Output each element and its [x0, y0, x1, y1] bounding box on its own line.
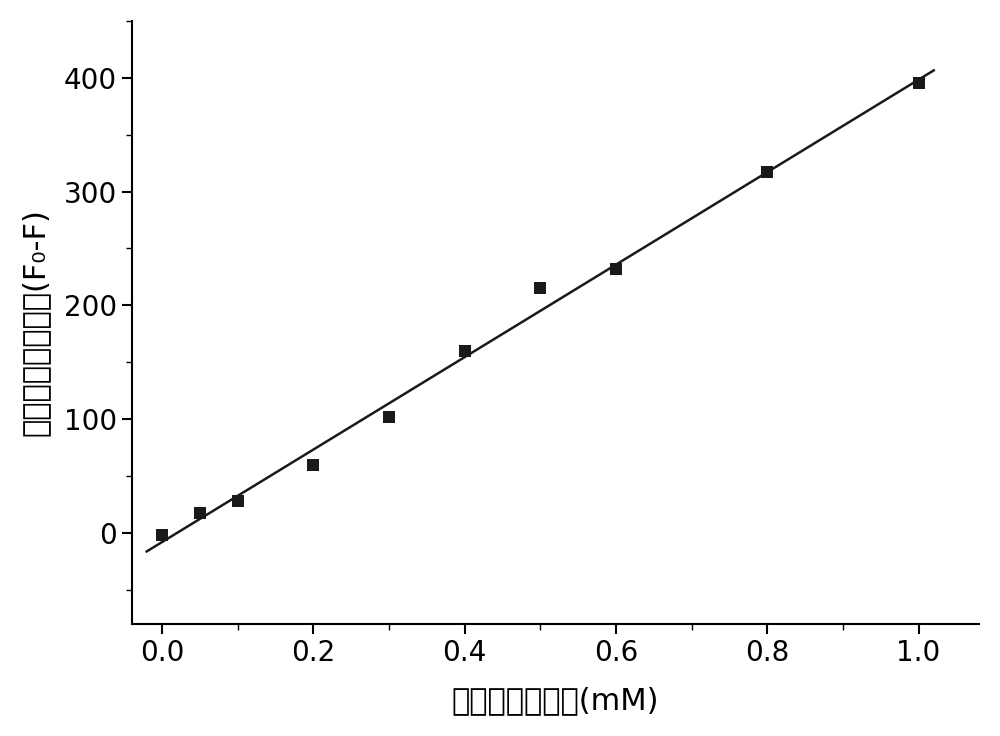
Point: [192, 506, 208, 518]
Point: [154, 529, 170, 541]
Point: [608, 263, 624, 275]
Point: [230, 495, 246, 507]
Point: [532, 283, 548, 294]
Y-axis label: 荧光强度的变化值(F₀-F): 荧光强度的变化值(F₀-F): [21, 208, 50, 436]
Point: [457, 345, 473, 357]
Point: [911, 77, 927, 89]
Point: [759, 166, 775, 178]
Point: [381, 411, 397, 423]
X-axis label: 对苯二酚的浓度(mM): 对苯二酚的浓度(mM): [452, 686, 659, 715]
Point: [305, 459, 321, 470]
